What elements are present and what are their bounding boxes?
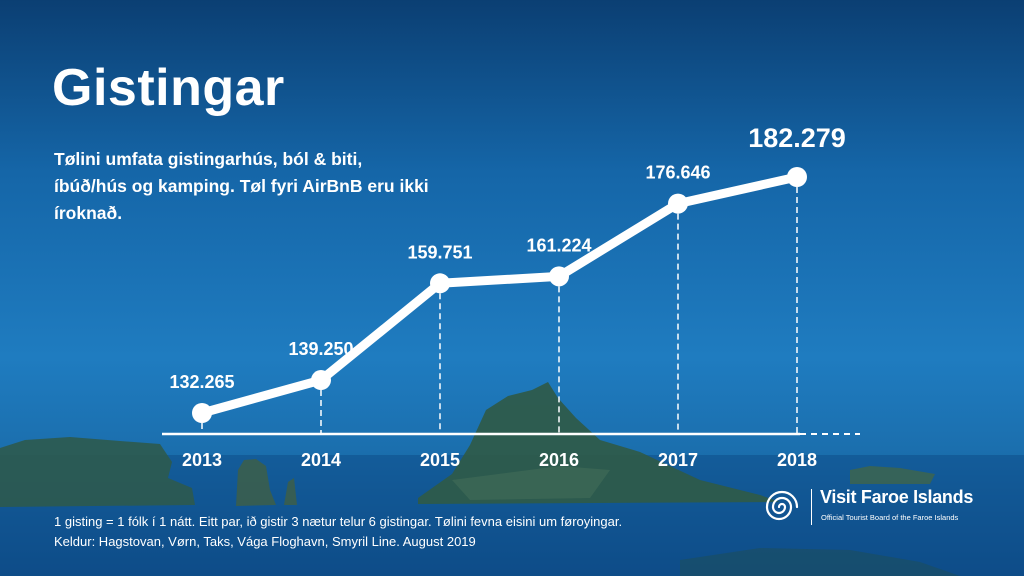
data-point-2014 — [311, 370, 331, 391]
swirl-logo-icon — [765, 490, 799, 521]
logo-tagline: Official Tourist Board of the Faroe Isla… — [821, 513, 959, 522]
data-label-2015: 159.751 — [407, 242, 472, 262]
x-tick-label-2014: 2014 — [301, 450, 341, 470]
logo-name: Visit Faroe Islands — [820, 487, 974, 507]
data-point-2017 — [668, 193, 688, 214]
slide-subtitle: Tølini umfata gistingarhús, ból & biti, … — [54, 149, 429, 223]
data-point-2018 — [787, 167, 807, 187]
data-label-2016: 161.224 — [526, 235, 591, 255]
footnote-sources: Keldur: Hagstovan, Vørn, Taks, Vága Flog… — [54, 534, 476, 549]
x-tick-label-2016: 2016 — [539, 450, 579, 470]
x-tick-label-2017: 2017 — [658, 450, 698, 470]
slide-title: Gistingar — [52, 59, 285, 117]
x-tick-label-2018: 2018 — [777, 450, 817, 470]
visit-faroe-islands-logo[interactable]: Visit Faroe Islands Official Tourist Boa… — [760, 487, 973, 529]
data-label-2018: 182.279 — [748, 123, 846, 153]
footnote-definition: 1 gisting = 1 fólk í 1 nátt. Eitt par, i… — [54, 514, 623, 529]
x-tick-label-2015: 2015 — [420, 450, 460, 470]
footnote: 1 gisting = 1 fólk í 1 nátt. Eitt par, i… — [54, 512, 622, 552]
data-point-2013 — [192, 403, 212, 423]
logo-divider — [811, 489, 812, 525]
data-label-2013: 132.265 — [169, 372, 234, 392]
data-label-2017: 176.646 — [645, 163, 710, 183]
data-label-2014: 139.250 — [288, 339, 353, 359]
data-point-2015 — [430, 273, 450, 294]
data-point-2016 — [549, 266, 569, 287]
x-tick-label-2013: 2013 — [182, 450, 222, 470]
series-line — [197, 172, 802, 418]
